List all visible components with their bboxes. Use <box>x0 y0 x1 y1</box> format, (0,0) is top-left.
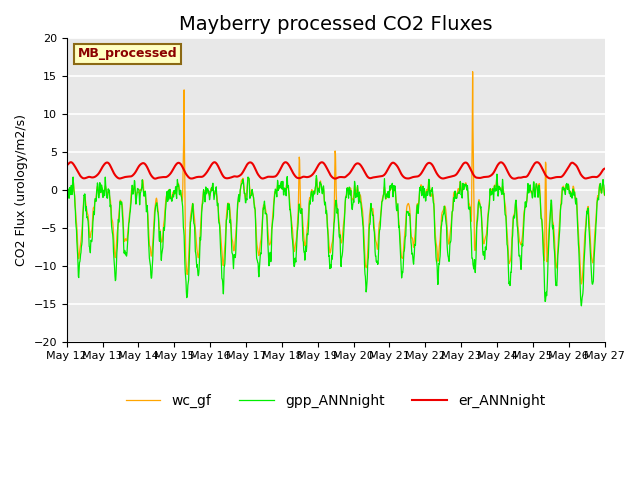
Line: gpp_ANNnight: gpp_ANNnight <box>67 174 605 306</box>
er_ANNnight <box>538 164 545 170</box>
wc_gf <box>468 69 476 74</box>
er_ANNnight <box>67 159 75 165</box>
gpp_ANNnight <box>490 190 497 195</box>
er_ANNnight <box>490 170 497 176</box>
gpp_ANNnight <box>63 192 70 198</box>
Y-axis label: CO2 Flux (urology/m2/s): CO2 Flux (urology/m2/s) <box>15 114 28 266</box>
gpp_ANNnight <box>243 196 250 202</box>
er_ANNnight <box>601 166 609 171</box>
gpp_ANNnight <box>601 192 609 198</box>
Line: er_ANNnight: er_ANNnight <box>67 162 605 179</box>
gpp_ANNnight <box>419 183 427 189</box>
wc_gf <box>490 188 497 194</box>
wc_gf <box>537 211 545 216</box>
Legend: wc_gf, gpp_ANNnight, er_ANNnight: wc_gf, gpp_ANNnight, er_ANNnight <box>120 388 551 413</box>
wc_gf <box>419 186 427 192</box>
Text: MB_processed: MB_processed <box>77 48 177 60</box>
er_ANNnight <box>63 162 70 168</box>
er_ANNnight <box>183 172 191 178</box>
gpp_ANNnight <box>493 171 500 177</box>
Title: Mayberry processed CO2 Fluxes: Mayberry processed CO2 Fluxes <box>179 15 492 34</box>
er_ANNnight <box>419 167 427 173</box>
gpp_ANNnight <box>170 194 177 200</box>
er_ANNnight <box>511 176 518 181</box>
wc_gf <box>170 190 177 195</box>
er_ANNnight <box>170 166 177 171</box>
gpp_ANNnight <box>182 289 190 295</box>
gpp_ANNnight <box>537 216 545 222</box>
wc_gf <box>601 192 609 198</box>
wc_gf <box>577 281 585 287</box>
wc_gf <box>243 191 250 196</box>
wc_gf <box>182 264 190 270</box>
er_ANNnight <box>243 162 251 168</box>
gpp_ANNnight <box>577 303 585 309</box>
Line: wc_gf: wc_gf <box>67 72 605 284</box>
wc_gf <box>63 186 70 192</box>
